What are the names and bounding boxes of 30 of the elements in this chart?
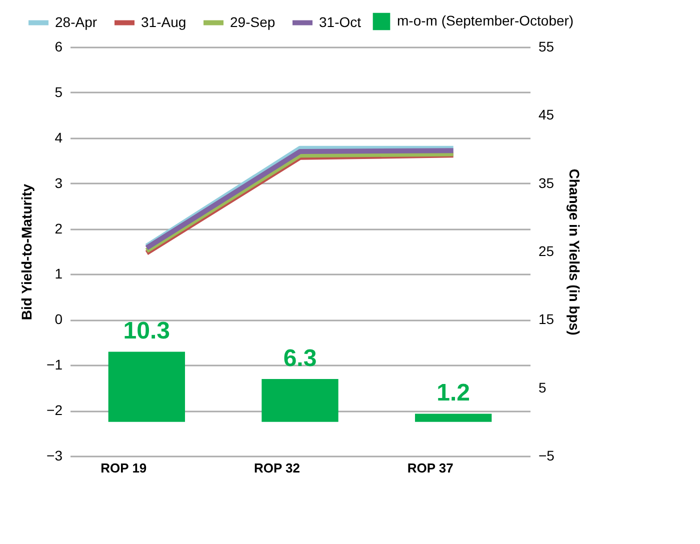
y-tick-label: −2 <box>46 402 63 418</box>
y2-tick-label: 5 <box>538 379 546 396</box>
data-label: 10.3 <box>123 318 170 345</box>
data-label: 1.2 <box>436 380 470 407</box>
y2-tick-label: 45 <box>538 106 554 123</box>
legend-label: m-o-m (September-October) <box>397 12 574 28</box>
y2-tick-label: 35 <box>538 174 554 191</box>
y-tick-label: 3 <box>54 174 63 191</box>
y2-tick-label: −5 <box>538 448 555 464</box>
y2-tick-label: 25 <box>538 243 554 259</box>
y-tick-label: 0 <box>54 311 63 328</box>
y-tick-label: 4 <box>54 129 63 146</box>
y-tick-label: −3 <box>46 448 63 464</box>
y-tick-label: 5 <box>54 84 63 100</box>
y2-tick-label: 55 <box>538 38 554 54</box>
y-tick-label: 2 <box>54 220 63 236</box>
y-tick-label: 6 <box>54 38 63 54</box>
y2-axis-title: Change in Yields (in bps) <box>566 168 582 336</box>
x-tick-label: ROP 37 <box>407 460 454 476</box>
y-axis-title: Bid Yield-to-Maturity <box>18 184 35 320</box>
x-tick-label: ROP 32 <box>254 460 300 476</box>
y-tick-label: 1 <box>54 266 63 282</box>
legend-label: 31-Oct <box>319 14 362 30</box>
x-tick-label: ROP 19 <box>100 460 147 476</box>
y2-tick-label: 15 <box>538 311 554 328</box>
data-label: 6.3 <box>283 344 317 372</box>
y-tick-label: −1 <box>46 356 63 373</box>
legend-label: 31-Aug <box>141 14 186 30</box>
legend-label: 29-Sep <box>230 14 276 30</box>
legend-label: 28-Apr <box>55 14 98 30</box>
